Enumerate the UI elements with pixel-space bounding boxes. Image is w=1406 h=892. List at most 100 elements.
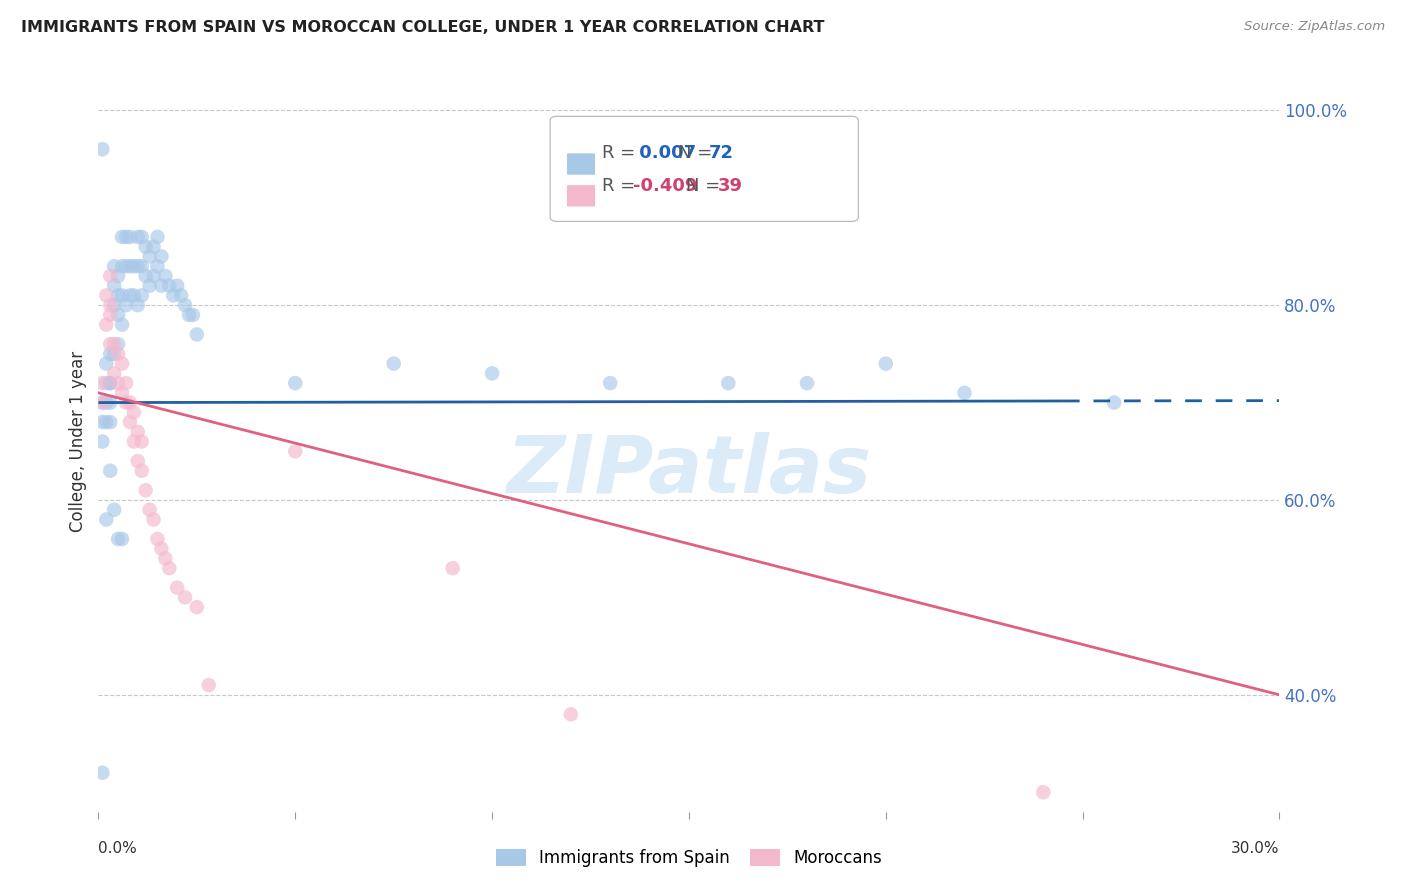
Point bbox=[796, 376, 818, 390]
Point bbox=[115, 259, 138, 273]
Point bbox=[131, 464, 153, 478]
Point bbox=[127, 454, 149, 468]
Point bbox=[103, 347, 125, 361]
Point bbox=[197, 678, 219, 692]
Point bbox=[131, 434, 153, 449]
Point bbox=[142, 512, 165, 526]
Point bbox=[96, 512, 118, 526]
Point bbox=[91, 765, 114, 780]
Point bbox=[98, 415, 121, 429]
Text: ZIPatlas: ZIPatlas bbox=[506, 432, 872, 510]
Point bbox=[155, 268, 177, 283]
Point bbox=[1102, 395, 1125, 409]
Point bbox=[481, 367, 503, 381]
Text: -0.409: -0.409 bbox=[633, 178, 697, 195]
Text: N =: N = bbox=[678, 144, 713, 161]
Point bbox=[131, 259, 153, 273]
Point bbox=[96, 357, 118, 371]
Point bbox=[150, 250, 173, 264]
Point bbox=[111, 318, 134, 332]
Text: 0.007: 0.007 bbox=[633, 144, 696, 161]
Text: Source: ZipAtlas.com: Source: ZipAtlas.com bbox=[1244, 20, 1385, 33]
Point bbox=[166, 581, 188, 595]
Point bbox=[174, 591, 197, 605]
Point bbox=[107, 376, 129, 390]
Point bbox=[98, 376, 121, 390]
Point bbox=[138, 250, 160, 264]
Point bbox=[107, 308, 129, 322]
Point bbox=[138, 278, 160, 293]
Y-axis label: College, Under 1 year: College, Under 1 year bbox=[69, 351, 87, 533]
Point bbox=[1032, 785, 1054, 799]
Point bbox=[107, 532, 129, 546]
Point bbox=[174, 298, 197, 312]
Point bbox=[155, 551, 177, 566]
Point bbox=[96, 415, 118, 429]
Point bbox=[441, 561, 464, 575]
Point bbox=[107, 268, 129, 283]
Point bbox=[142, 268, 165, 283]
Point bbox=[98, 347, 121, 361]
Point bbox=[181, 308, 204, 322]
Text: 30.0%: 30.0% bbox=[1232, 841, 1279, 856]
Point bbox=[103, 337, 125, 351]
Text: 72: 72 bbox=[709, 144, 734, 161]
Point bbox=[284, 444, 307, 458]
Point bbox=[91, 415, 114, 429]
Point bbox=[91, 376, 114, 390]
Point bbox=[127, 425, 149, 439]
Point bbox=[98, 308, 121, 322]
Text: N =: N = bbox=[686, 178, 721, 195]
Point bbox=[135, 483, 157, 498]
Point bbox=[118, 230, 141, 244]
Text: R =: R = bbox=[602, 178, 636, 195]
Point bbox=[115, 376, 138, 390]
Point bbox=[107, 337, 129, 351]
Point bbox=[103, 259, 125, 273]
Point bbox=[111, 385, 134, 400]
Point bbox=[146, 259, 169, 273]
Point bbox=[150, 278, 173, 293]
Text: R =: R = bbox=[602, 144, 636, 161]
Point bbox=[127, 298, 149, 312]
Point bbox=[91, 395, 114, 409]
Point bbox=[115, 298, 138, 312]
Point bbox=[131, 230, 153, 244]
Point bbox=[953, 385, 976, 400]
Point bbox=[186, 327, 208, 342]
Point bbox=[96, 395, 118, 409]
Point bbox=[98, 337, 121, 351]
Point bbox=[118, 288, 141, 302]
Point bbox=[107, 347, 129, 361]
Point bbox=[142, 240, 165, 254]
Point bbox=[111, 288, 134, 302]
Point bbox=[115, 395, 138, 409]
Point bbox=[103, 298, 125, 312]
Point bbox=[382, 357, 405, 371]
Point bbox=[157, 278, 180, 293]
Point bbox=[150, 541, 173, 556]
Point bbox=[284, 376, 307, 390]
Point bbox=[98, 268, 121, 283]
Point bbox=[103, 278, 125, 293]
Text: 39: 39 bbox=[717, 178, 742, 195]
Point bbox=[166, 278, 188, 293]
Point bbox=[118, 259, 141, 273]
Text: IMMIGRANTS FROM SPAIN VS MOROCCAN COLLEGE, UNDER 1 YEAR CORRELATION CHART: IMMIGRANTS FROM SPAIN VS MOROCCAN COLLEG… bbox=[21, 20, 824, 35]
Point bbox=[111, 230, 134, 244]
Point bbox=[115, 230, 138, 244]
Point bbox=[138, 502, 160, 516]
Point bbox=[157, 561, 180, 575]
Point bbox=[91, 142, 114, 156]
Point bbox=[127, 259, 149, 273]
Point bbox=[98, 376, 121, 390]
Point bbox=[135, 268, 157, 283]
Point bbox=[170, 288, 193, 302]
Point bbox=[127, 230, 149, 244]
Point bbox=[135, 240, 157, 254]
Point bbox=[177, 308, 200, 322]
Point bbox=[103, 502, 125, 516]
Point bbox=[717, 376, 740, 390]
Point bbox=[98, 464, 121, 478]
Point bbox=[107, 288, 129, 302]
